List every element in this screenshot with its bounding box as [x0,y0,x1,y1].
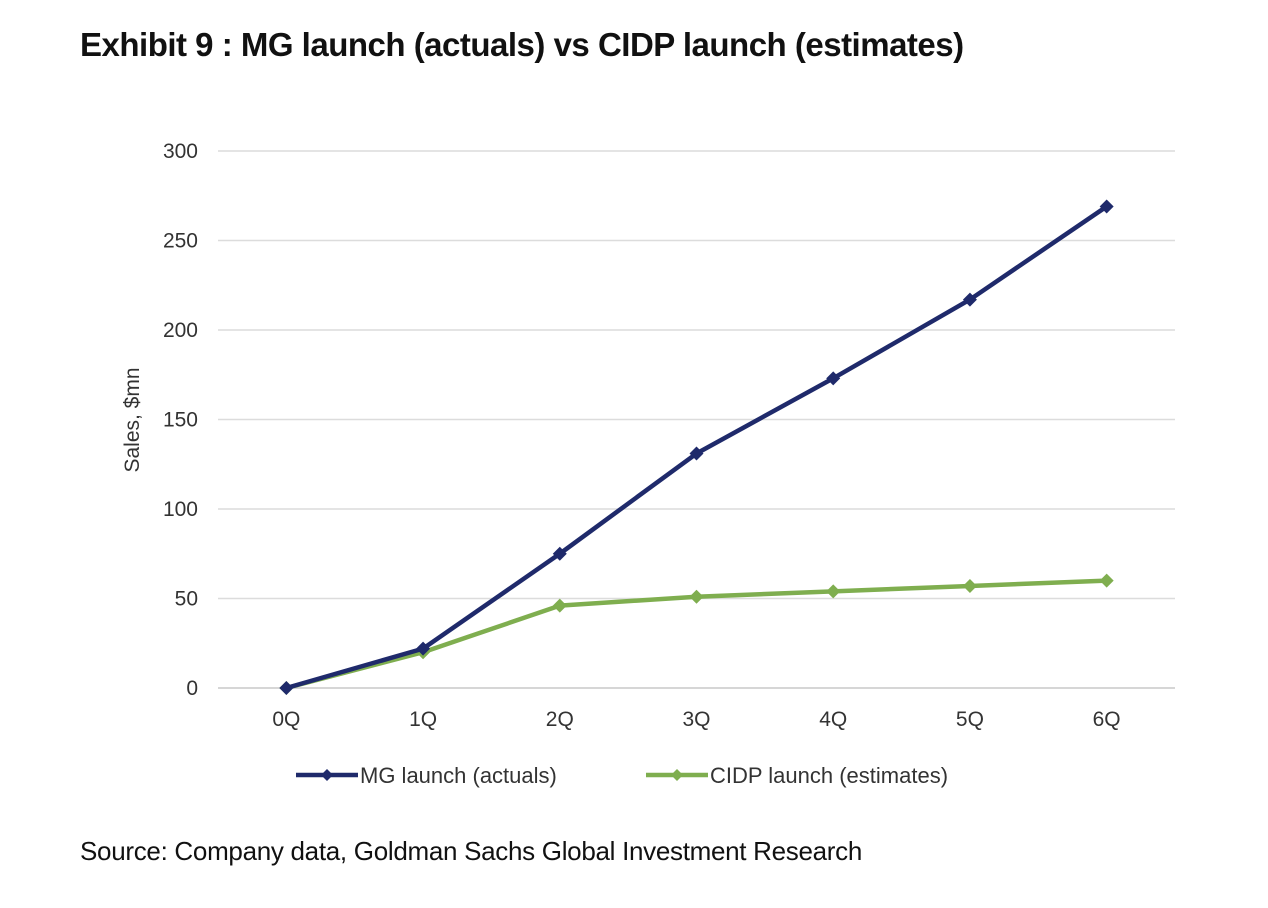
x-tick-label: 5Q [956,708,984,731]
data-point [689,446,704,461]
series-cidp-launch [279,573,1114,695]
legend-marker [321,769,333,781]
y-tick-label: 150 [163,409,198,432]
x-tick-label: 1Q [409,708,437,731]
legend-label: CIDP launch (estimates) [710,763,948,788]
gridlines [218,150,1175,689]
y-axis-ticks: 0 50 100 150 200 250 300 [163,140,198,700]
legend: MG launch (actuals) CIDP launch (estimate… [296,763,948,788]
y-tick-label: 300 [163,140,198,163]
source-note: Source: Company data, Goldman Sachs Glob… [80,836,863,866]
y-tick-label: 250 [163,230,198,253]
data-point [826,584,841,599]
x-tick-label: 0Q [272,708,300,731]
data-point [1099,199,1114,214]
data-point [1099,573,1114,588]
series-lines [279,199,1114,695]
chart-title: Exhibit 9 : MG launch (actuals) vs CIDP … [80,26,964,63]
data-point [826,371,841,386]
y-tick-label: 200 [163,319,198,342]
series-mg-launch [279,199,1114,695]
y-tick-label: 50 [175,588,198,611]
x-tick-label: 2Q [546,708,574,731]
legend-label: MG launch (actuals) [360,763,557,788]
data-point [962,578,977,593]
data-point [689,589,704,604]
data-point [279,681,294,695]
data-point [962,292,977,307]
data-point [552,598,567,613]
y-axis-label: Sales, $mn [121,367,144,472]
legend-item: CIDP launch (estimates) [646,763,948,788]
legend-marker [671,769,683,781]
y-tick-label: 0 [186,677,198,700]
x-tick-label: 6Q [1093,708,1121,731]
x-tick-label: 3Q [682,708,710,731]
data-point [416,641,431,656]
x-axis-ticks: 0Q 1Q 2Q 3Q 4Q 5Q 6Q [272,708,1120,731]
data-point [552,546,567,561]
x-tick-label: 4Q [819,708,847,731]
y-tick-label: 100 [163,498,198,521]
legend-item: MG launch (actuals) [296,763,557,788]
